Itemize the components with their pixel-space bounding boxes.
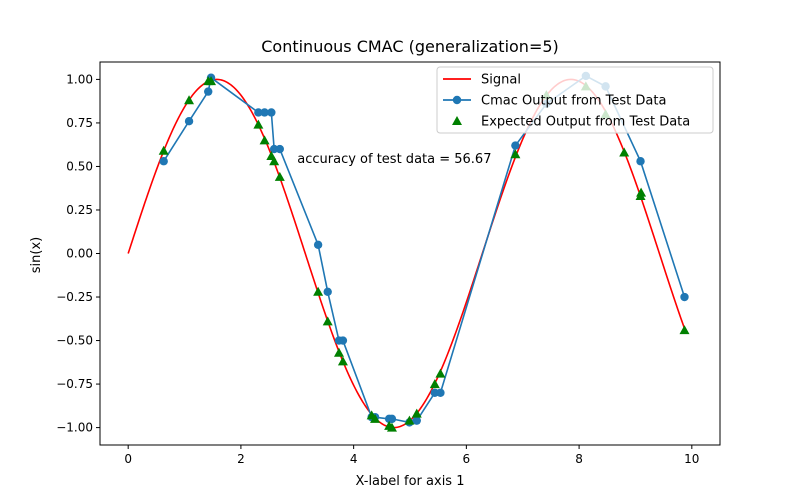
expected-output-point xyxy=(386,422,397,432)
x-tick-label: 4 xyxy=(350,452,358,466)
expected-output-point xyxy=(510,149,521,159)
y-tick-label: 0.25 xyxy=(66,203,93,217)
expected-output-point xyxy=(370,413,381,423)
expected-output-point xyxy=(411,408,422,418)
cmac-output-point xyxy=(267,108,276,117)
cmac-output-point xyxy=(511,141,520,150)
expected-output-point xyxy=(404,415,415,425)
expected-output-point xyxy=(636,187,647,197)
expected-output-point xyxy=(333,347,344,357)
cmac-output-point xyxy=(184,116,194,126)
y-tick-label: 0.75 xyxy=(66,116,93,130)
y-axis-label: sin(x) xyxy=(29,237,44,273)
cmac-output-point xyxy=(260,108,269,117)
cmac-output-point xyxy=(323,287,332,296)
x-axis-label: X-label for axis 1 xyxy=(356,474,465,489)
x-tick-label: 6 xyxy=(463,452,471,466)
expected-output-point xyxy=(313,286,324,296)
cmac-output-point xyxy=(204,87,213,96)
cmac-output-point xyxy=(436,388,445,397)
x-tick-label: 10 xyxy=(684,452,699,466)
cmac-output-point xyxy=(159,157,168,166)
cmac-output-point xyxy=(313,240,323,249)
expected-output-point xyxy=(206,76,217,86)
x-tick-label: 8 xyxy=(575,452,583,466)
expected-output-point xyxy=(274,171,285,181)
y-tick-label: −0.75 xyxy=(56,377,93,391)
expected-output-point xyxy=(269,156,280,166)
cmac-output-point xyxy=(254,108,263,117)
legend-box xyxy=(436,66,714,134)
cmac-output-point xyxy=(412,416,421,425)
y-tick-label: 0.50 xyxy=(66,159,93,173)
cmac-output-point xyxy=(636,157,645,166)
expected-output-point xyxy=(429,379,440,389)
cmac-output-point xyxy=(680,292,689,302)
expected-output-point xyxy=(679,325,690,335)
y-tick-label: −1.00 xyxy=(56,421,93,435)
x-tick-label: 0 xyxy=(124,452,132,466)
legend-cmac-marker-swatch xyxy=(452,95,462,105)
chart-title: Continuous CMAC (generalization=5) xyxy=(261,37,559,56)
legend-label: Signal xyxy=(481,73,521,88)
axes: 0 2 4 6 8 10 −1.00 −0.75 −0.50 −0.25 0.00 0.25 0.50 0… xyxy=(56,61,721,466)
expected-output-point xyxy=(253,119,264,129)
legend-expected-swatch xyxy=(452,116,462,125)
expected-output-point xyxy=(619,147,630,157)
x-tick-label: 2 xyxy=(237,452,245,466)
cmac-output-point xyxy=(338,336,348,345)
annotation-layer: accuracy of test data = 56.67 xyxy=(297,152,491,167)
cmac-output-point xyxy=(275,144,284,154)
y-tick-label: −0.25 xyxy=(56,290,93,304)
expected-output-point xyxy=(322,316,333,326)
y-tick-label: 0.00 xyxy=(66,247,93,261)
expected-output-point xyxy=(259,135,270,145)
expected-output-point xyxy=(158,145,169,155)
expected-output-point xyxy=(435,368,446,378)
accuracy-annotation: accuracy of test data = 56.67 xyxy=(297,152,491,167)
y-tick-label: −0.50 xyxy=(56,334,93,348)
y-tick-label: 1.00 xyxy=(66,72,93,86)
legend-label: Expected Output from Test Data xyxy=(481,115,690,130)
expected-output-point xyxy=(337,356,348,366)
legend-label: Cmac Output from Test Data xyxy=(481,94,666,109)
expected-output-point xyxy=(184,95,195,105)
legend: Signal Cmac Output from Test Data Expected… xyxy=(436,66,714,134)
cmac-output-point xyxy=(387,414,397,424)
